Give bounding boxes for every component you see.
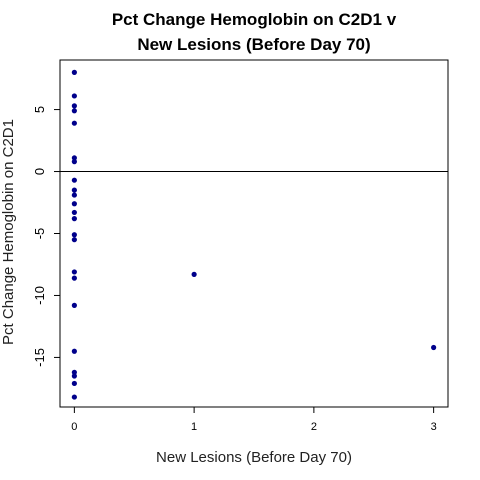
x-tick-label: 2 bbox=[311, 421, 317, 433]
data-point bbox=[71, 348, 77, 354]
chart-title-line1: Pct Change Hemoglobin on C2D1 v bbox=[112, 10, 397, 29]
y-tick-label: -15 bbox=[32, 348, 47, 367]
y-tick-label: 0 bbox=[32, 168, 47, 175]
data-point bbox=[71, 187, 77, 193]
x-tick-label: 1 bbox=[191, 421, 197, 433]
y-axis: -15 -10 -5 0 5 bbox=[32, 106, 60, 367]
data-point bbox=[71, 108, 77, 114]
data-point bbox=[71, 103, 77, 109]
y-tick-label: 5 bbox=[32, 106, 47, 113]
x-tick-label: 3 bbox=[431, 421, 437, 433]
plot-frame bbox=[59, 59, 449, 408]
data-point bbox=[71, 177, 77, 183]
data-point bbox=[71, 369, 77, 375]
data-point bbox=[71, 394, 77, 400]
data-point bbox=[71, 269, 77, 275]
x-axis: 0 1 2 3 bbox=[71, 407, 437, 433]
data-points bbox=[71, 69, 437, 400]
data-point bbox=[71, 237, 77, 243]
data-point bbox=[191, 271, 197, 277]
chart-title-line2: New Lesions (Before Day 70) bbox=[137, 35, 370, 54]
data-point bbox=[71, 216, 77, 222]
data-point bbox=[71, 201, 77, 207]
data-point bbox=[71, 93, 77, 99]
data-point bbox=[71, 159, 77, 165]
y-tick-label: -5 bbox=[32, 228, 47, 240]
data-point bbox=[431, 344, 437, 351]
x-tick-label: 0 bbox=[71, 421, 77, 433]
data-point bbox=[71, 275, 77, 281]
data-point bbox=[71, 232, 77, 238]
data-point bbox=[71, 209, 77, 216]
y-tick-label: -10 bbox=[32, 286, 47, 305]
data-point bbox=[71, 192, 77, 198]
data-point bbox=[71, 155, 77, 161]
data-point bbox=[71, 302, 77, 308]
y-axis-label: Pct Change Hemoglobin on C2D1 bbox=[0, 119, 17, 345]
x-axis-label: New Lesions (Before Day 70) bbox=[156, 449, 352, 466]
data-point bbox=[71, 69, 77, 75]
data-point bbox=[71, 380, 77, 387]
data-point bbox=[71, 373, 77, 379]
data-point bbox=[71, 120, 77, 126]
